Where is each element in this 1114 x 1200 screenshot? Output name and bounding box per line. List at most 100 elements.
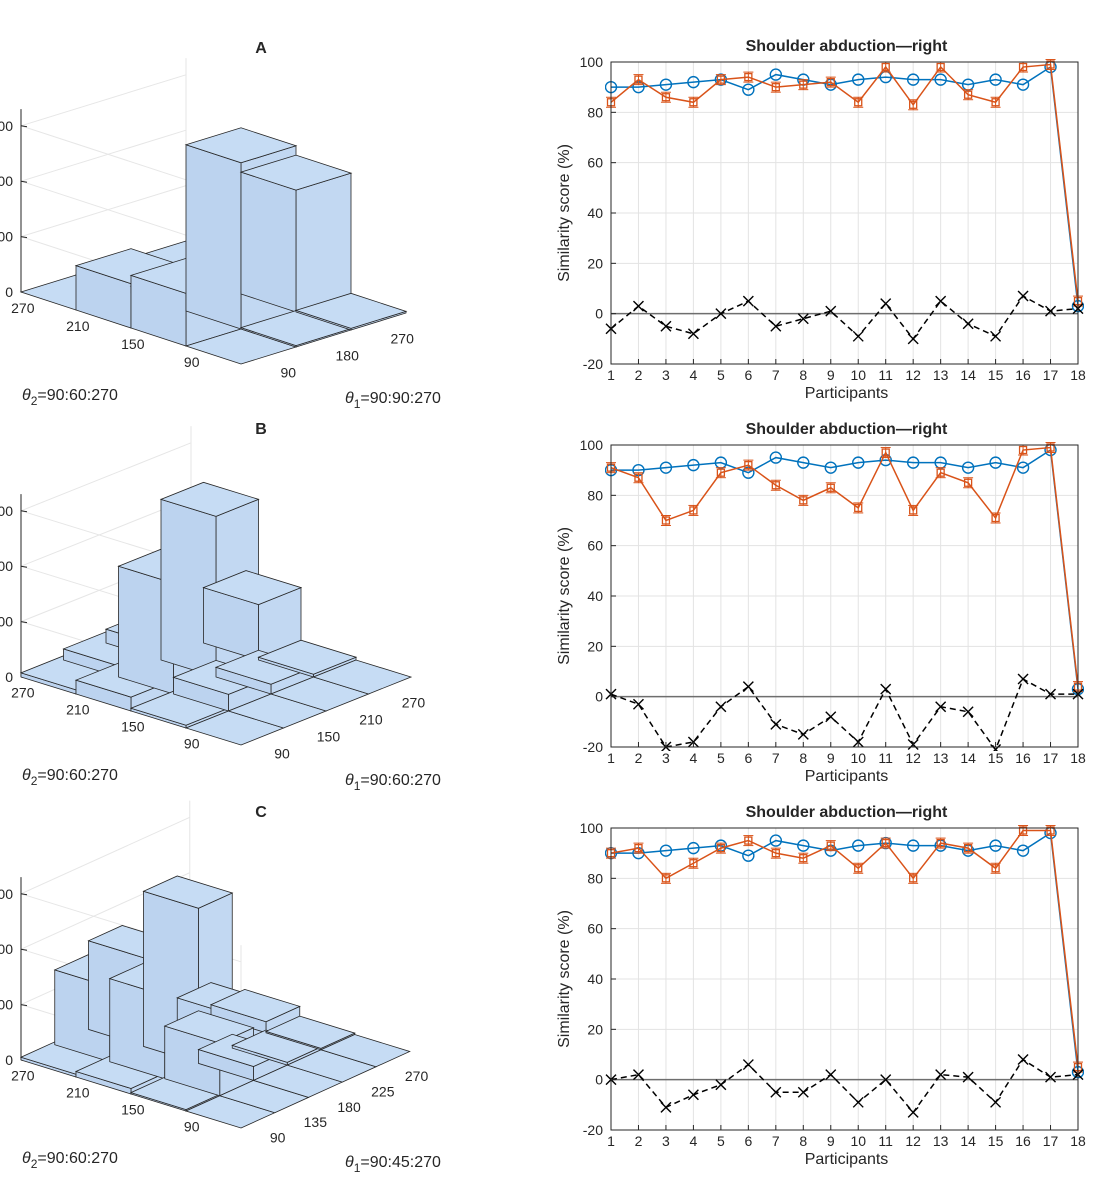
x-tick-label: 2	[635, 367, 643, 383]
data-point	[852, 736, 864, 748]
y-tick-label: 0	[595, 689, 603, 705]
marker	[744, 72, 753, 82]
theta2-tick-label: 270	[11, 1068, 35, 1084]
marker	[799, 496, 808, 505]
data-point	[633, 842, 644, 854]
theta1-tick-label: 270	[405, 1068, 429, 1084]
x-tick-label: 4	[690, 1133, 698, 1149]
x-tick-label: 6	[744, 750, 752, 766]
z-tick	[20, 510, 28, 513]
theta1-axis-label: θ1=90:45:270	[345, 1154, 441, 1175]
data-point	[880, 683, 892, 695]
z-tick-label: 4000	[0, 558, 13, 574]
marker	[742, 1059, 754, 1071]
y-tick-label: 80	[587, 870, 603, 886]
data-point	[770, 479, 781, 491]
marker	[909, 506, 918, 515]
theta2-tick-label: 90	[184, 354, 200, 370]
data-point	[825, 76, 836, 88]
y-tick-label: 20	[587, 638, 603, 654]
z-tick	[20, 893, 28, 896]
marker	[825, 1069, 837, 1081]
line-chart-3: 1 2 3 4 5 6 7 8 9 10 11 12 13 14 15 16 17 18-200204060801…	[556, 421, 1086, 785]
marker	[770, 320, 782, 332]
x-tick-label: 17	[1043, 1133, 1059, 1149]
marker	[634, 473, 643, 482]
z-tick	[20, 180, 28, 183]
data-point	[797, 456, 810, 469]
bar-face	[312, 659, 413, 695]
data-point	[659, 78, 673, 91]
marker	[854, 503, 863, 513]
x-axis-label: Participants	[805, 768, 889, 785]
data-point	[742, 83, 755, 96]
data-point	[852, 330, 864, 342]
marker	[907, 333, 919, 345]
data-point	[769, 451, 783, 464]
x-tick-label: 12	[905, 367, 921, 383]
panel-title: B	[255, 421, 267, 438]
marker	[907, 1106, 919, 1118]
marker	[1045, 1071, 1057, 1083]
y-axis-label: Similarity score (%)	[556, 144, 573, 282]
y-tick-label: -20	[583, 1122, 603, 1138]
marker	[744, 836, 753, 845]
marker	[634, 75, 643, 84]
data-point	[989, 456, 1002, 469]
z-tick-label: 2000	[0, 997, 13, 1013]
data-point	[963, 477, 974, 489]
z-tick-label: 0	[5, 1052, 13, 1068]
marker	[936, 838, 945, 848]
data-point	[962, 1071, 974, 1083]
bar-face	[185, 144, 242, 330]
data-point	[769, 834, 783, 847]
x-tick-label: 8	[799, 1133, 807, 1149]
bar-face	[319, 1034, 411, 1068]
grid-line	[20, 74, 187, 127]
theta1-tick-label: 180	[336, 348, 360, 364]
marker	[854, 864, 863, 873]
data-point	[852, 1096, 864, 1108]
marker	[826, 841, 835, 850]
z-tick	[20, 1004, 28, 1007]
data-point	[852, 839, 865, 852]
data-point	[1018, 444, 1029, 456]
theta2-tick-label: 210	[66, 702, 90, 718]
data-point	[825, 840, 836, 852]
data-point	[797, 1086, 809, 1098]
data-point	[742, 1059, 754, 1071]
marker	[963, 843, 973, 853]
marker	[854, 98, 863, 107]
bar-face	[264, 1015, 356, 1049]
y-tick-label: 100	[580, 54, 604, 70]
data-point	[962, 706, 974, 718]
series-line	[610, 446, 1079, 687]
x-tick-label: 1	[607, 367, 615, 383]
data-point	[935, 837, 946, 849]
data-point	[715, 842, 726, 854]
marker	[771, 481, 780, 490]
theta2-tick-label: 210	[66, 1085, 90, 1101]
series-line	[610, 295, 1079, 341]
z-tick-label: 0	[5, 284, 13, 300]
marker	[991, 513, 1000, 523]
marker	[1046, 60, 1055, 69]
y-axis-label: Similarity score (%)	[556, 527, 573, 665]
marker	[1046, 826, 1055, 835]
x-tick-label: 9	[827, 367, 835, 383]
marker	[962, 706, 974, 718]
grid-line	[20, 816, 190, 895]
chart-title: Shoulder abduction—right	[746, 421, 948, 438]
data-point	[853, 862, 864, 874]
x-tick-label: 13	[933, 367, 949, 383]
data-point	[935, 701, 947, 713]
theta2-tick-label: 270	[11, 685, 35, 701]
bar-face	[202, 570, 303, 606]
marker	[632, 698, 644, 710]
data-point	[1045, 59, 1056, 71]
panel-title: C	[255, 804, 267, 821]
theta1-axis-label: θ1=90:60:270	[345, 772, 441, 793]
data-point	[1045, 305, 1057, 317]
theta1-tick-label: 270	[391, 331, 415, 347]
marker	[825, 711, 837, 723]
